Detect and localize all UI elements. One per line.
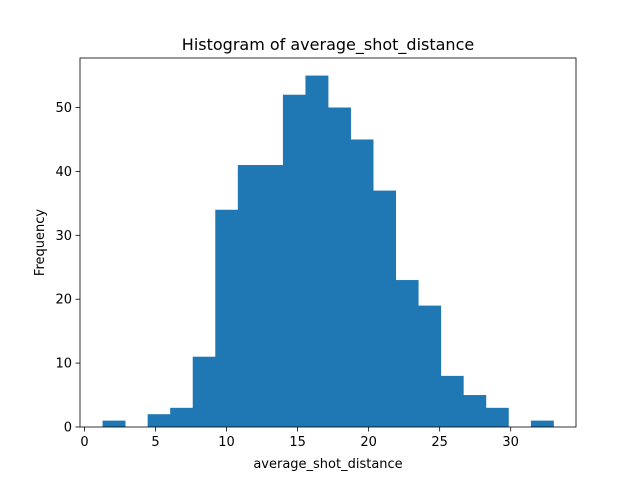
histogram-bar xyxy=(418,305,442,427)
histogram-bar xyxy=(350,139,374,427)
y-axis-label: Frequency xyxy=(33,209,48,276)
histogram-bar xyxy=(463,395,487,427)
histogram-bar xyxy=(305,75,329,428)
x-tick-label: 0 xyxy=(80,435,88,450)
histogram-bar xyxy=(485,407,509,427)
histogram-bar xyxy=(373,190,397,427)
y-tick-label: 10 xyxy=(55,357,72,372)
x-tick-label: 15 xyxy=(289,435,306,450)
histogram-bar xyxy=(395,280,419,427)
histogram-bar xyxy=(282,94,306,427)
y-tick-label: 20 xyxy=(55,293,72,308)
histogram-bar xyxy=(260,165,284,427)
x-tick-label: 10 xyxy=(218,435,235,450)
y-tick-label: 40 xyxy=(55,165,72,180)
histogram-bar xyxy=(215,209,239,427)
axes-frame xyxy=(79,57,577,428)
histogram-bar xyxy=(237,165,261,427)
histogram-bar xyxy=(440,375,464,427)
histogram-bar xyxy=(328,107,351,428)
chart-title: Histogram of average_shot_distance xyxy=(182,35,474,55)
x-tick-label: 5 xyxy=(151,435,159,450)
x-tick-label: 20 xyxy=(360,435,377,450)
y-axis-ticks: 0 10 20 30 40 50 xyxy=(55,101,80,436)
bars-group xyxy=(102,75,554,428)
histogram-bar xyxy=(530,420,554,427)
histogram-bar xyxy=(147,414,171,427)
y-tick-label: 0 xyxy=(64,421,72,436)
y-tick-label: 30 xyxy=(55,229,72,244)
x-tick-label: 30 xyxy=(502,435,519,450)
y-tick-label: 50 xyxy=(55,101,72,116)
histogram-bar xyxy=(102,420,126,427)
x-axis-ticks: 0 5 10 15 20 25 30 xyxy=(80,427,519,450)
histogram-bar xyxy=(170,407,194,427)
histogram-bar xyxy=(192,356,216,427)
x-tick-label: 25 xyxy=(431,435,448,450)
x-axis-label: average_shot_distance xyxy=(253,457,402,472)
